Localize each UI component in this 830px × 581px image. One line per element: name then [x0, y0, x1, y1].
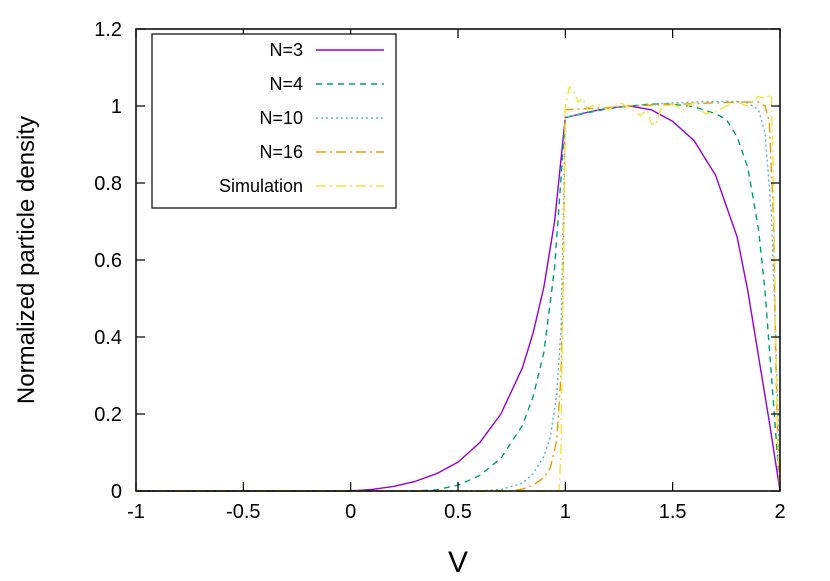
y-tick-label: 0	[111, 481, 122, 503]
y-tick-label: 0.6	[94, 250, 122, 272]
plot-lines	[136, 85, 781, 492]
legend-label: N=16	[259, 142, 303, 162]
series-line-simulation	[136, 85, 781, 492]
legend-box	[151, 33, 397, 209]
x-tick-label: 1	[560, 501, 571, 523]
legend-label: N=4	[269, 74, 303, 94]
y-axis-label: Normalized particle density	[13, 116, 40, 404]
y-tick-label: 0.8	[94, 173, 122, 195]
legend-label: N=3	[269, 40, 303, 60]
y-tick-label: 0.2	[94, 404, 122, 426]
x-tick-label: -0.5	[226, 501, 260, 523]
legend: N=3 N=4 N=10 N=16 Simulation	[151, 33, 397, 209]
series-line-n-16	[136, 101, 781, 492]
series-line-n-3	[136, 105, 781, 492]
legend-label: N=10	[259, 108, 303, 128]
x-tick-label: 1.5	[659, 501, 687, 523]
x-tick-label: 0.5	[444, 501, 472, 523]
x-tick-label: 2	[774, 501, 785, 523]
y-tick-label: 1.2	[94, 19, 122, 41]
y-tick-label: 0.4	[94, 327, 122, 349]
x-tick-label: 0	[345, 501, 356, 523]
series-line-n-4	[136, 103, 781, 492]
axis-ticks: -1 -0.5 0 0.5 1 1.5 2 0 0.2 0.4 0.6 0.8 1 1.2	[94, 19, 785, 523]
x-axis-label: V	[448, 546, 468, 579]
y-tick-label: 1	[111, 96, 122, 118]
x-tick-label: -1	[127, 501, 145, 523]
legend-label: Simulation	[219, 176, 303, 196]
